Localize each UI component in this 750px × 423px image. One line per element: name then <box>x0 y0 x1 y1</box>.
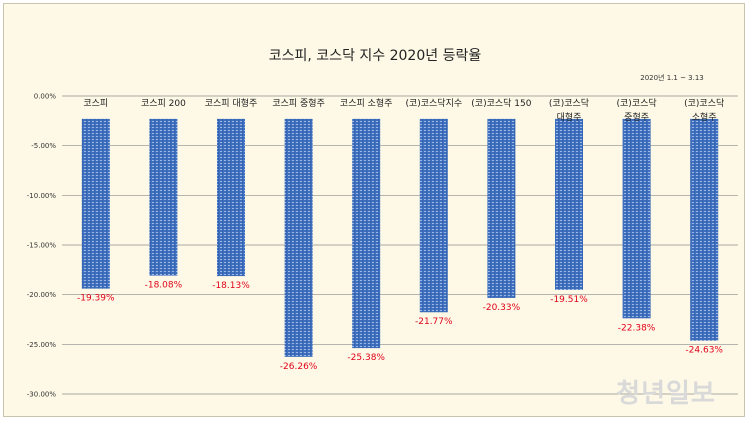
y-tick-label: -30.00% <box>27 391 57 399</box>
category-label: 코스피 중형주 <box>272 98 325 109</box>
chart-frame: 코스피, 코스닥 지수 2020년 등락율 2020년 1.1 ~ 3.13 0… <box>3 3 745 417</box>
category-label: 대형주 <box>557 112 582 123</box>
data-label: -25.38% <box>347 353 385 363</box>
category-label: 코스피 200 <box>141 98 186 109</box>
data-label: -19.51% <box>550 295 588 305</box>
category-label: (코)코스닥 <box>684 98 724 109</box>
category-label: (코)코스닥 <box>617 98 657 109</box>
data-label: -21.77% <box>415 317 453 327</box>
category-label: (코)코스닥 <box>549 98 589 109</box>
data-label: -19.39% <box>77 294 115 304</box>
chart-subtitle: 2020년 1.1 ~ 3.13 <box>640 73 704 82</box>
bar <box>217 118 245 277</box>
chart-title: 코스피, 코스닥 지수 2020년 등락율 <box>269 48 482 64</box>
data-label: -26.26% <box>280 362 318 372</box>
bar <box>690 118 719 341</box>
category-label: (코)코스닥지수 <box>405 98 462 109</box>
bar <box>284 118 313 357</box>
data-label: -18.13% <box>212 281 250 291</box>
category-label: 코스피 소형주 <box>340 98 393 109</box>
bar <box>622 118 651 319</box>
bar <box>555 118 583 290</box>
bar <box>487 118 516 298</box>
bar <box>419 118 448 313</box>
y-tick-label: -25.00% <box>27 341 57 349</box>
watermark: 청년일보 <box>616 379 716 409</box>
category-label: 코스피 <box>83 98 108 109</box>
category-label: (코)코스닥 150 <box>471 98 531 109</box>
bars: 코스피 -19.39% 코스피 200 -18.08% 코스피 대형주 -18.13% 코스… <box>77 98 724 372</box>
data-label: -20.33% <box>483 303 521 313</box>
bar <box>352 118 381 349</box>
data-label: -22.38% <box>618 323 656 333</box>
y-tick-label: 0.00% <box>34 93 57 101</box>
bar <box>149 118 178 276</box>
y-tick-label: -15.00% <box>27 242 57 250</box>
data-label: -18.08% <box>145 281 183 291</box>
bar <box>81 118 110 289</box>
y-tick-label: -10.00% <box>27 192 57 200</box>
category-label: 코스피 대형주 <box>205 98 258 109</box>
y-tick-label: -5.00% <box>31 142 56 150</box>
category-label: 소형주 <box>692 112 717 123</box>
category-label: 중형주 <box>624 112 649 123</box>
bar-chart: 코스피, 코스닥 지수 2020년 등락율 2020년 1.1 ~ 3.13 0… <box>27 48 738 409</box>
y-tick-label: -20.00% <box>27 291 57 299</box>
data-label: -24.63% <box>685 346 723 356</box>
